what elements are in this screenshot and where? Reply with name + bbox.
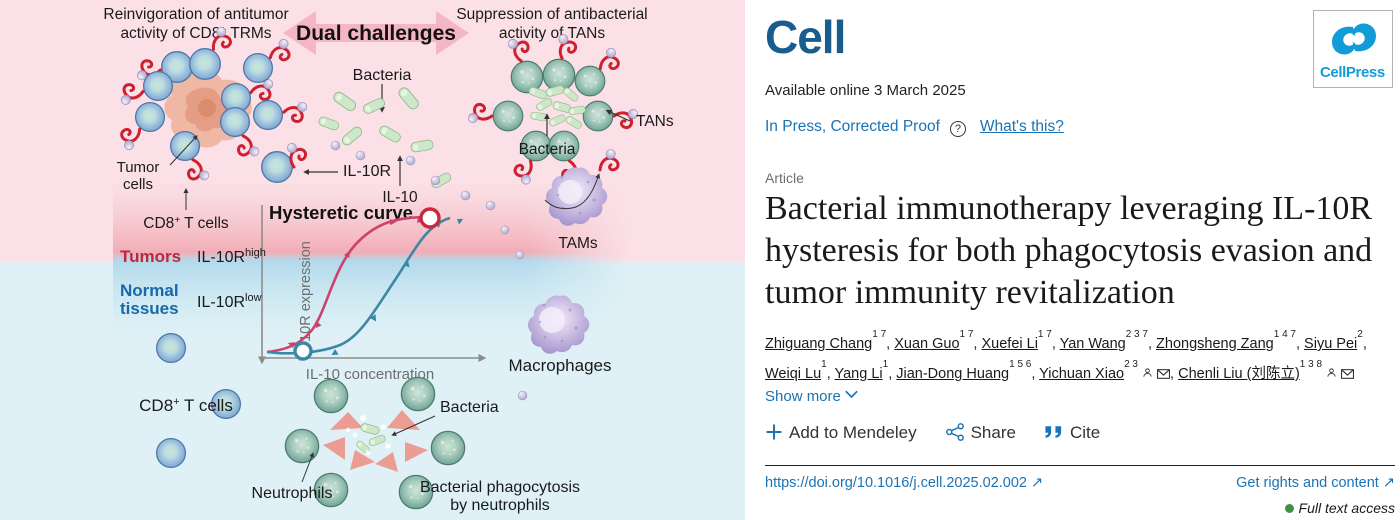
svg-text:Bacteria: Bacteria <box>353 67 412 84</box>
svg-text:Suppression of antibacterial: Suppression of antibacterial <box>456 6 647 23</box>
svg-text:Dual challenges: Dual challenges <box>296 22 456 45</box>
svg-text:CD8+ T cells: CD8+ T cells <box>139 396 233 415</box>
svg-text:Bacterial phagocytosis: Bacterial phagocytosis <box>420 479 580 496</box>
svg-text:TANs: TANs <box>636 113 674 130</box>
svg-text:activity of CD8+ TRMs: activity of CD8+ TRMs <box>120 25 271 43</box>
svg-text:Tumor: Tumor <box>117 159 160 176</box>
svg-text:Bacteria: Bacteria <box>440 399 499 416</box>
svg-text:Bacteria: Bacteria <box>519 141 576 158</box>
svg-text:IL-10: IL-10 <box>382 189 418 206</box>
svg-text:TAMs: TAMs <box>558 235 598 252</box>
svg-text:Neutrophils: Neutrophils <box>252 485 333 502</box>
svg-text:Normal: Normal <box>120 281 179 300</box>
svg-text:Macrophages: Macrophages <box>508 356 611 375</box>
svg-text:cells: cells <box>123 176 153 193</box>
svg-text:IL-10R: IL-10R <box>343 163 391 180</box>
svg-text:Tumors: Tumors <box>120 247 181 266</box>
svg-text:by neutrophils: by neutrophils <box>450 497 550 514</box>
svg-text:CD8+ T cells: CD8+ T cells <box>143 215 229 233</box>
svg-text:Reinvigoration of antitumor: Reinvigoration of antitumor <box>103 6 288 23</box>
svg-text:tissues: tissues <box>120 299 179 318</box>
